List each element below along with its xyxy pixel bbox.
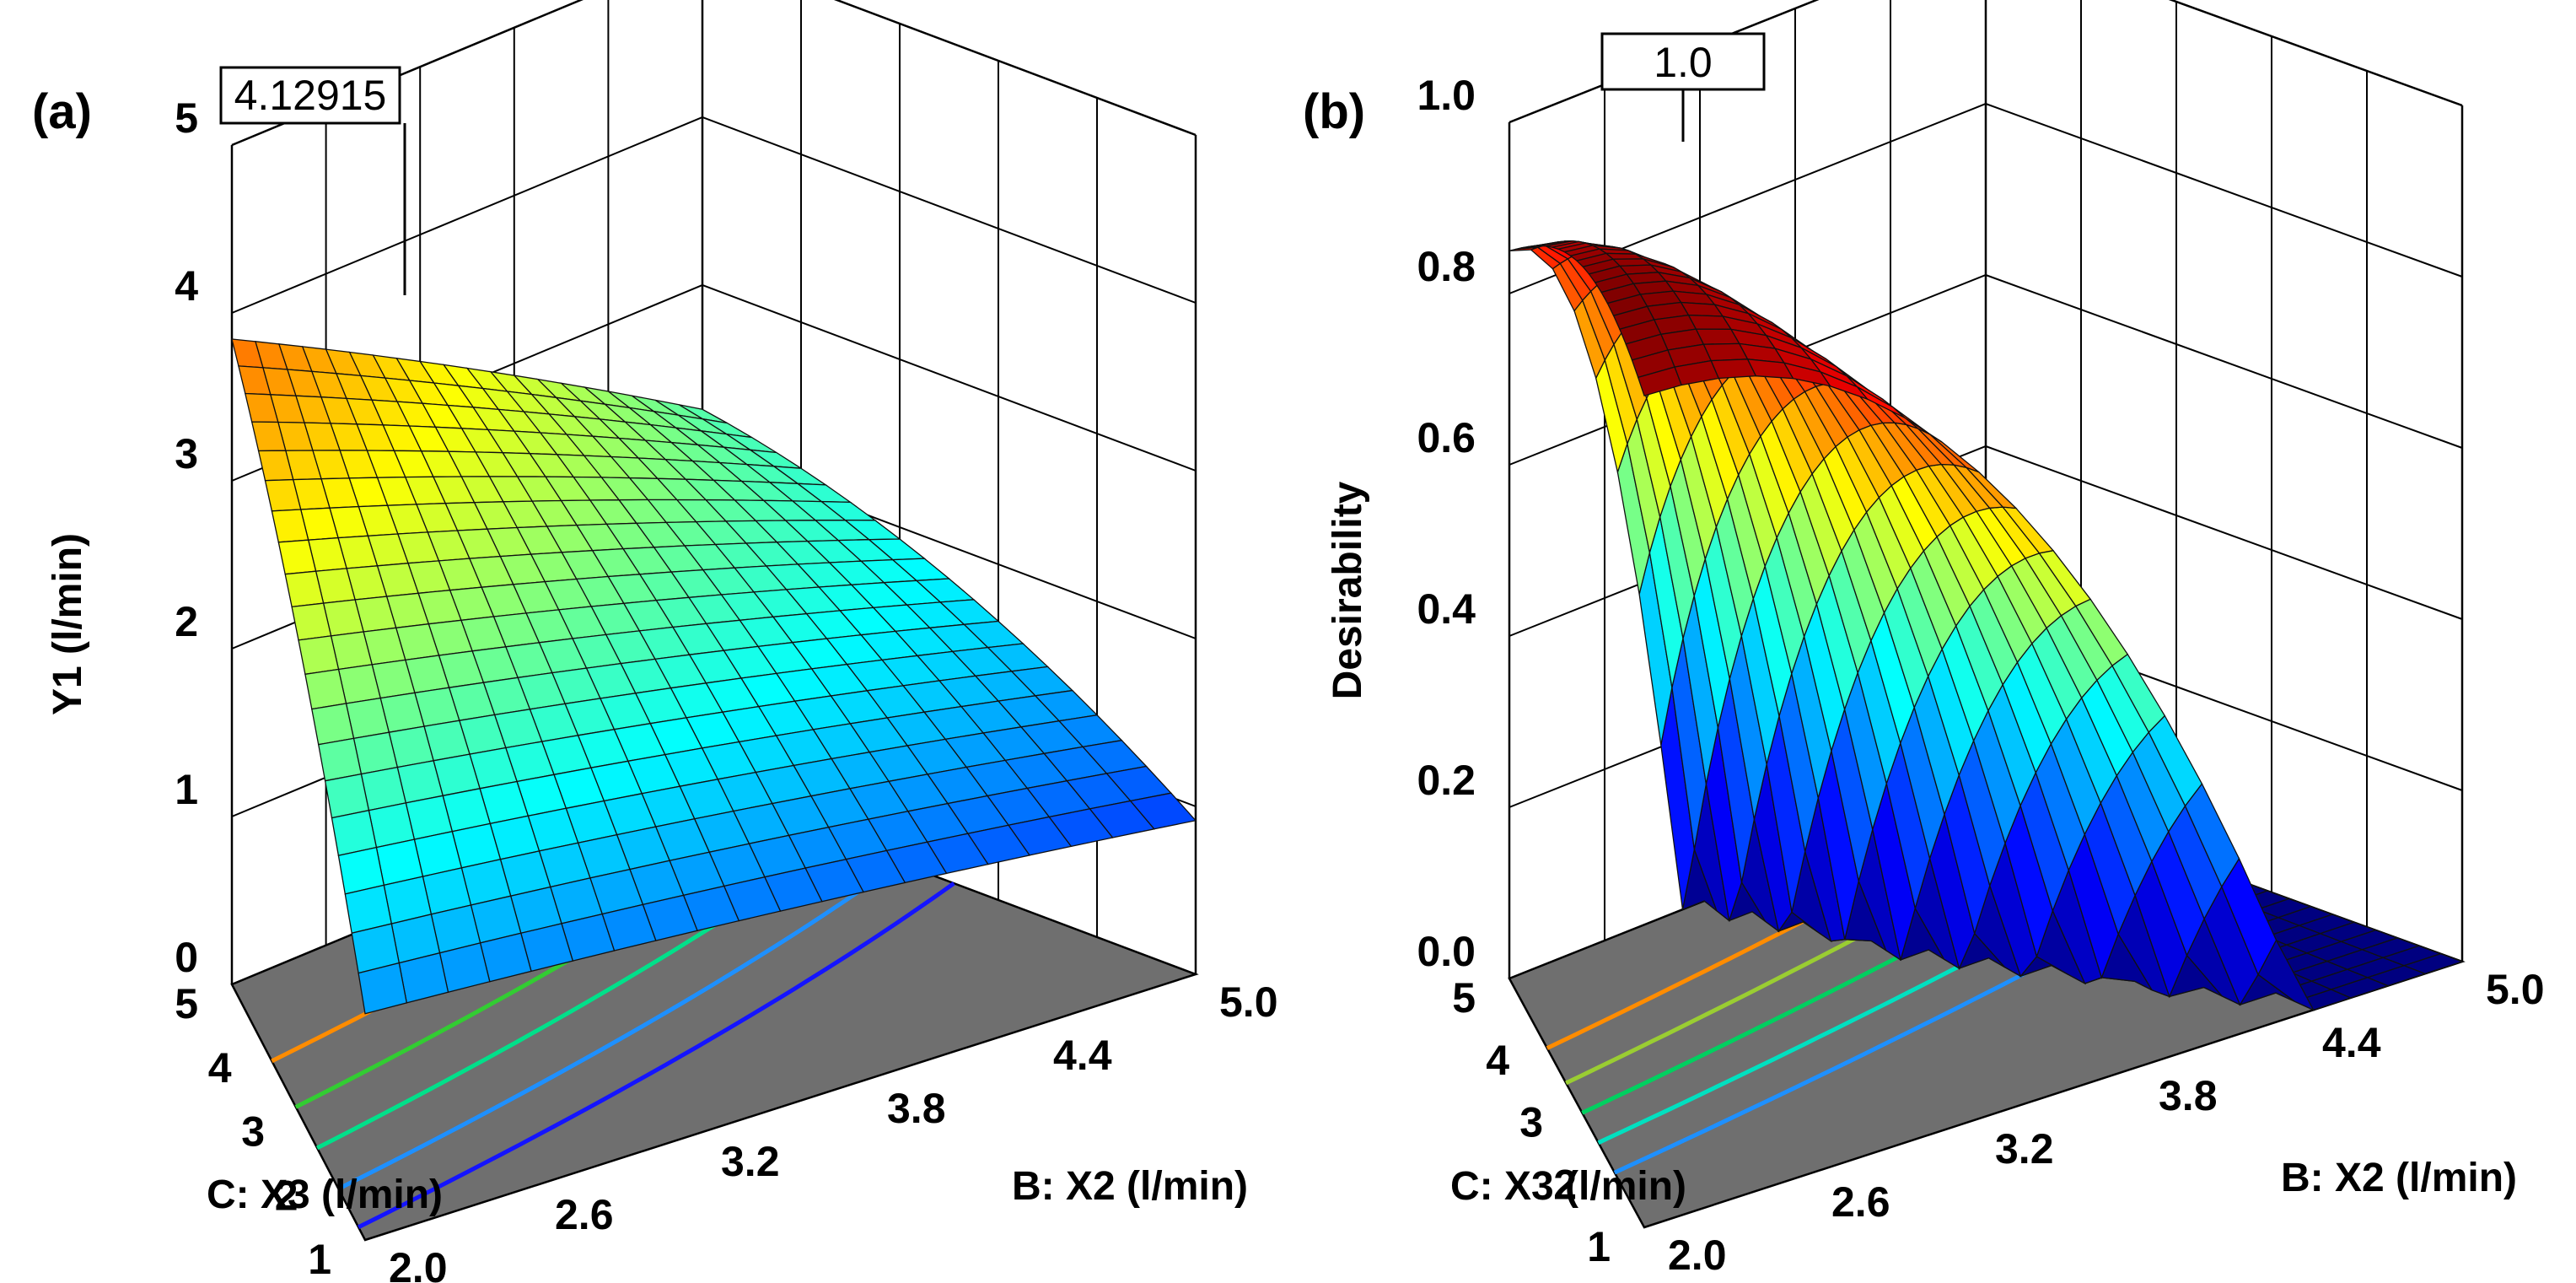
surface-cell <box>298 635 340 676</box>
z-tick-label: 0.8 <box>1417 243 1476 290</box>
panel-a-callout-box <box>219 66 401 125</box>
surface-cell <box>358 962 408 1015</box>
z-tick-label: 0.0 <box>1417 928 1476 975</box>
x-tick-label: 5.0 <box>1219 978 1278 1026</box>
y-tick-label: 1 <box>308 1236 331 1283</box>
z-tick-label: 0.4 <box>1417 585 1476 633</box>
y-tick-label: 5 <box>175 980 198 1027</box>
panel-b-z-axis-label: Desirability <box>1326 481 1370 699</box>
z-gridline <box>231 116 1197 314</box>
y-tick-label: 5 <box>1452 974 1476 1022</box>
y-tick-label: 4 <box>208 1044 232 1092</box>
z-tick-label: 3 <box>175 430 198 477</box>
panel-a-x-axis-label: B: X2 (l/min) <box>1012 1164 1248 1209</box>
surface-cell <box>304 668 347 710</box>
panel-b-callout-value: 1.0 <box>1654 39 1713 86</box>
z-tick-label: 4 <box>175 262 198 310</box>
z-tick-label: 1.0 <box>1417 72 1476 119</box>
y-tick-label: 3 <box>241 1108 265 1156</box>
z-tick-label: 5 <box>175 94 198 142</box>
panel-a-label: (a) <box>32 84 92 139</box>
z-tick-label: 0.2 <box>1417 757 1476 804</box>
panel-b-tick-labels: 0.0 0.2 0.4 0.6 0.8 1.0 2.0 2.6 3.2 3.8 4.4 5.0 1234… <box>1417 72 2544 1279</box>
y-tick-label: 2 <box>1553 1161 1577 1208</box>
x-tick-label: 3.8 <box>2159 1072 2218 1119</box>
z-tick-label: 0.6 <box>1417 414 1476 461</box>
x-tick-label: 3.8 <box>887 1085 946 1132</box>
floor-contour <box>357 881 955 1230</box>
surface-cell <box>311 703 355 746</box>
panel-b-label: (b) <box>1303 84 1365 139</box>
y-tick-label: 1 <box>1587 1223 1611 1270</box>
panel-a-z-axis-label: Y1 (l/min) <box>46 533 90 715</box>
x-tick-label: 2.6 <box>1831 1178 1890 1226</box>
x-tick-label: 2.0 <box>389 1244 448 1283</box>
box-edge <box>833 0 1197 137</box>
panel-b-y-axis-label: C: X3 (l/min) <box>1450 1164 1686 1209</box>
panel-b: 0.0 0.2 0.4 0.6 0.8 1.0 2.0 2.6 3.2 3.8 4.4 5.0 1234… <box>1303 0 2545 1279</box>
x-tick-label: 2.0 <box>1668 1232 1727 1279</box>
panel-b-x-axis-label: B: X2 (l/min) <box>2281 1156 2517 1200</box>
x-tick-label: 3.2 <box>721 1138 780 1185</box>
y-tick-label: 2 <box>275 1172 298 1219</box>
z-gridline <box>1508 102 2463 294</box>
panel-a-surface <box>231 338 1197 1230</box>
panel-b-surface <box>1508 240 2465 1175</box>
box-edge <box>2168 0 2463 107</box>
panel-b-callout-box <box>1600 32 1766 91</box>
x-tick-label: 5.0 <box>2486 966 2545 1013</box>
surface-cell <box>317 737 363 782</box>
x-tick-label: 2.6 <box>555 1191 614 1238</box>
x-tick-label: 4.4 <box>1053 1032 1112 1079</box>
z-tick-label: 1 <box>175 766 198 813</box>
panel-a-callout-value: 4.12915 <box>234 72 387 119</box>
z-tick-label: 0 <box>175 934 198 981</box>
y-tick-label: 4 <box>1486 1037 1509 1084</box>
z-tick-label: 2 <box>175 598 198 645</box>
x-tick-label: 4.4 <box>2322 1019 2381 1066</box>
surface-cell <box>291 602 332 641</box>
y-tick-label: 3 <box>1519 1099 1543 1146</box>
panel-a-y-axis-label: C: X3 (l/min) <box>207 1172 443 1217</box>
floor-contour <box>337 860 901 1191</box>
x-tick-label: 3.2 <box>1995 1125 2054 1172</box>
surface-cell <box>1637 366 1682 396</box>
